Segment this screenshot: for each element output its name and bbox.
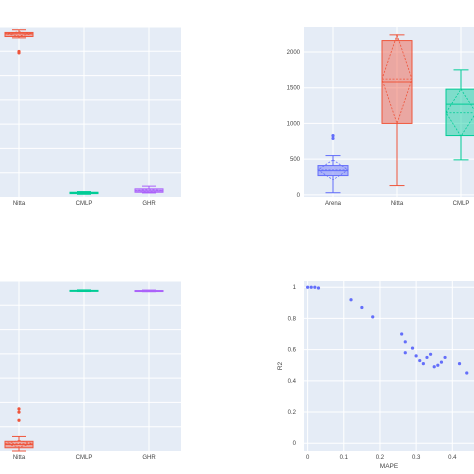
scatter-point (436, 363, 440, 367)
y-tick-label: 0.6 (288, 348, 297, 354)
scatter-point (400, 332, 404, 336)
box-ghr (134, 289, 164, 293)
box-arena (317, 133, 349, 194)
box-nitta (4, 29, 34, 55)
x-tick-label: CMLP (76, 201, 93, 207)
plot-background (0, 281, 181, 451)
scatter-point (428, 352, 433, 356)
mean-sd-diamond (134, 188, 164, 193)
plot-background (304, 281, 474, 451)
scatter-point (443, 355, 447, 360)
x-tick-label: GHR (142, 201, 156, 207)
mean-sd-diamond (4, 31, 34, 37)
outlier-point (17, 418, 21, 422)
scatter-point (439, 360, 444, 364)
scatter-point (421, 362, 425, 366)
x-tick-label: CMLP (453, 201, 470, 207)
x-tick-label: Arena (325, 201, 342, 207)
scatter-point (418, 358, 422, 363)
y-tick-label: 0 (297, 193, 301, 199)
scatter-point (360, 305, 364, 310)
x-tick-label: Nitta (391, 201, 404, 207)
x-tick-label: 0 (306, 455, 310, 461)
y-axis-title: R2 (277, 361, 284, 370)
scatter-point (316, 286, 321, 290)
y-tick-label: 1000 (287, 121, 301, 127)
box-ghr (134, 185, 164, 194)
x-tick-label: GHR (142, 455, 156, 461)
plot-background (0, 27, 181, 197)
scatter-point (371, 315, 375, 319)
x-axis-title: MAPE (380, 463, 399, 470)
box-nitta (381, 33, 413, 187)
x-tick-label: Nitta (13, 455, 26, 461)
mean-sd-diamond (4, 440, 34, 448)
scatter-point (403, 351, 407, 355)
box-cmlp (69, 289, 99, 293)
outlier-point (17, 407, 21, 411)
scatter-point (403, 340, 407, 344)
x-tick-label: 0.1 (340, 455, 349, 461)
x-tick-label: 0.4 (448, 455, 457, 461)
y-tick-label: 500 (290, 157, 301, 163)
box-body (4, 31, 34, 38)
x-tick-label: 0.2 (376, 455, 385, 461)
box-cmlp (445, 69, 474, 161)
y-tick-label: 0.2 (288, 410, 297, 416)
mean-sd-diamond (381, 33, 413, 125)
scatter-point (313, 285, 317, 289)
scatter-plot-bottom-right: 0 0.2 0.4 0.6 0.8 1 0 0.1 0.2 0.3 0.4 MAPE R2 (277, 281, 474, 470)
scatter-point (432, 365, 436, 369)
x-tick-label: 0.3 (412, 455, 421, 461)
y-tick-label: 1500 (287, 86, 301, 92)
y-tick-label: 0 (293, 441, 297, 447)
scatter-point (306, 285, 310, 289)
box-plot-top-left: Nitta CMLP GHR (0, 26, 181, 207)
box-plot-top-right: 0 500 1000 1500 2000 Arena Nitta CMLP (287, 27, 474, 207)
outlier-point (331, 136, 335, 141)
scatter-point (465, 371, 469, 375)
scatter-point (410, 346, 415, 350)
outlier-point (17, 410, 21, 414)
y-tick-label: 0.4 (288, 379, 297, 385)
scatter-point (425, 355, 429, 360)
box-plot-bottom-left: Nitta CMLP GHR (0, 280, 181, 461)
scatter-point (309, 285, 313, 289)
outlier-point (17, 51, 21, 55)
scatter-point (349, 298, 353, 302)
y-tick-label: 1 (293, 285, 297, 291)
x-tick-label: Nitta (13, 201, 26, 207)
scatter-point (457, 362, 462, 366)
scatter-point (414, 354, 418, 358)
mean-sd-diamond (317, 159, 349, 181)
outlier-point (331, 133, 335, 138)
box-cmlp (69, 191, 99, 195)
box-nitta (4, 407, 34, 452)
x-tick-label: CMLP (76, 455, 93, 461)
y-tick-label: 0.8 (288, 316, 297, 322)
y-tick-label: 2000 (287, 50, 301, 56)
mean-sd-diamond (445, 88, 474, 138)
